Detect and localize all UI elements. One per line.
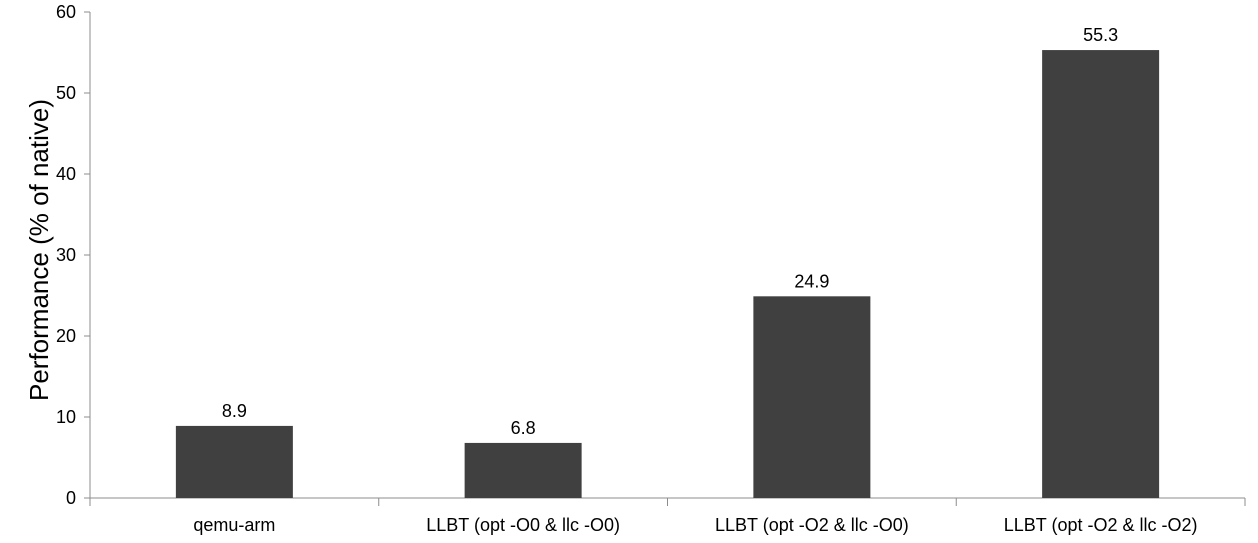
data-labels: 8.9 6.8 24.9 55.3 bbox=[222, 25, 1118, 438]
bar-value-label: 6.8 bbox=[511, 418, 536, 438]
y-tick-label: 50 bbox=[56, 83, 76, 103]
y-tick-label: 60 bbox=[56, 2, 76, 22]
bar-value-label: 24.9 bbox=[794, 271, 829, 291]
bar bbox=[1042, 50, 1160, 498]
bar-value-label: 55.3 bbox=[1083, 25, 1118, 45]
bar bbox=[464, 442, 582, 498]
x-tick-label: LLBT (opt -O2 & llc -O2) bbox=[1004, 515, 1198, 535]
y-tick-label: 10 bbox=[56, 407, 76, 427]
y-tick-label: 40 bbox=[56, 164, 76, 184]
bar-value-label: 8.9 bbox=[222, 401, 247, 421]
bar bbox=[753, 296, 871, 498]
y-tick-label: 0 bbox=[66, 488, 76, 508]
x-tick-label: LLBT (opt -O2 & llc -O0) bbox=[715, 515, 909, 535]
y-tick-label: 20 bbox=[56, 326, 76, 346]
y-axis-title: Performance (% of native) bbox=[24, 99, 54, 401]
bars bbox=[175, 50, 1160, 498]
y-tick-label: 30 bbox=[56, 245, 76, 265]
x-axis: qemu-arm LLBT (opt -O0 & llc -O0) LLBT (op… bbox=[89, 497, 1246, 535]
y-axis: 0 10 20 30 40 50 60 bbox=[56, 2, 91, 508]
x-tick-label: LLBT (opt -O0 & llc -O0) bbox=[426, 515, 620, 535]
bar bbox=[175, 425, 293, 498]
x-tick-label: qemu-arm bbox=[193, 515, 275, 535]
